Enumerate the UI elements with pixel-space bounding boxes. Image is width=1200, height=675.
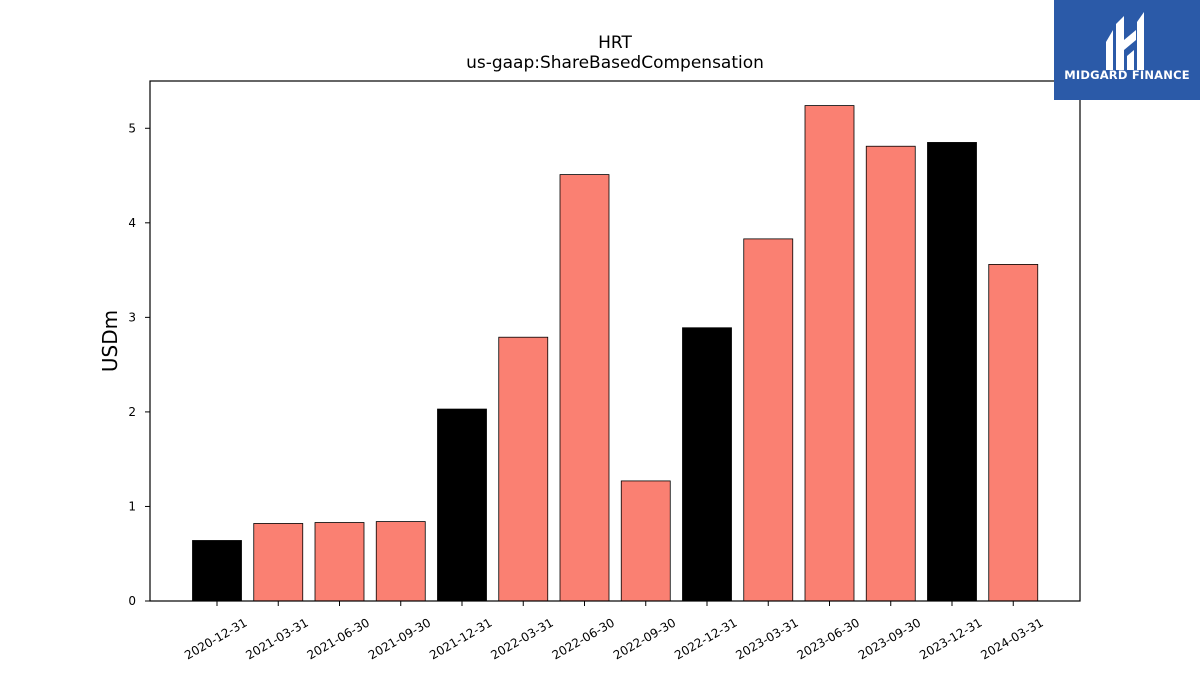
y-tick-label: 4 [128, 216, 136, 230]
x-tick-label: 2020-12-31 [182, 615, 249, 662]
x-tick-label: 2023-09-30 [856, 615, 923, 662]
x-tick-label: 2023-12-31 [917, 615, 984, 662]
x-tick-label: 2022-06-30 [550, 615, 617, 662]
midgard-finance-logo: MIDGARD FINANCE [1054, 0, 1200, 100]
x-tick-label: 2021-12-31 [427, 615, 494, 662]
x-tick-label: 2021-06-30 [305, 615, 372, 662]
bar-2023-03-31 [743, 238, 794, 602]
midgard-logo-icon [1106, 12, 1144, 70]
y-axis-label: USDm [98, 310, 122, 372]
x-tick-label: 2023-03-31 [733, 615, 800, 662]
x-tick-label: 2021-03-31 [243, 615, 310, 662]
bar-2024-03-31 [988, 264, 1039, 602]
bar-2022-03-31 [498, 336, 549, 602]
y-tick-label: 2 [128, 405, 136, 419]
x-tick-label: 2022-12-31 [672, 615, 739, 662]
logo-text: MIDGARD FINANCE [1064, 68, 1190, 82]
bar-2021-12-31 [437, 408, 487, 602]
bar-2020-12-31 [192, 540, 242, 602]
bar-2021-06-30 [314, 522, 365, 602]
x-tick-label: 2022-03-31 [488, 615, 555, 662]
y-tick-label: 3 [128, 310, 136, 324]
y-axis: 0 1 2 3 4 5 [128, 121, 150, 608]
y-tick-label: 1 [128, 499, 136, 513]
bar-2023-09-30 [865, 145, 916, 602]
bar-2021-09-30 [375, 521, 426, 602]
plot-frame [149, 80, 1081, 602]
chart-title: HRT [598, 33, 632, 53]
bar-2022-12-31 [682, 327, 732, 602]
x-axis: 2020-12-312021-03-312021-06-302021-09-30… [182, 601, 1046, 662]
x-tick-label: 2022-09-30 [611, 615, 678, 662]
bar-2023-12-31 [927, 142, 977, 602]
chart-subtitle: us-gaap:ShareBasedCompensation [466, 53, 764, 73]
x-tick-label: 2023-06-30 [795, 615, 862, 662]
bar-2022-09-30 [620, 480, 671, 602]
x-tick-label: 2021-09-30 [366, 615, 433, 662]
y-tick-label: 5 [128, 121, 136, 135]
bar-2023-06-30 [804, 105, 855, 602]
bar-2021-03-31 [253, 523, 304, 602]
x-tick-label: 2024-03-31 [978, 615, 1045, 662]
bars-group [192, 105, 1039, 602]
y-tick-label: 0 [128, 594, 136, 608]
bar-2022-06-30 [559, 174, 610, 602]
